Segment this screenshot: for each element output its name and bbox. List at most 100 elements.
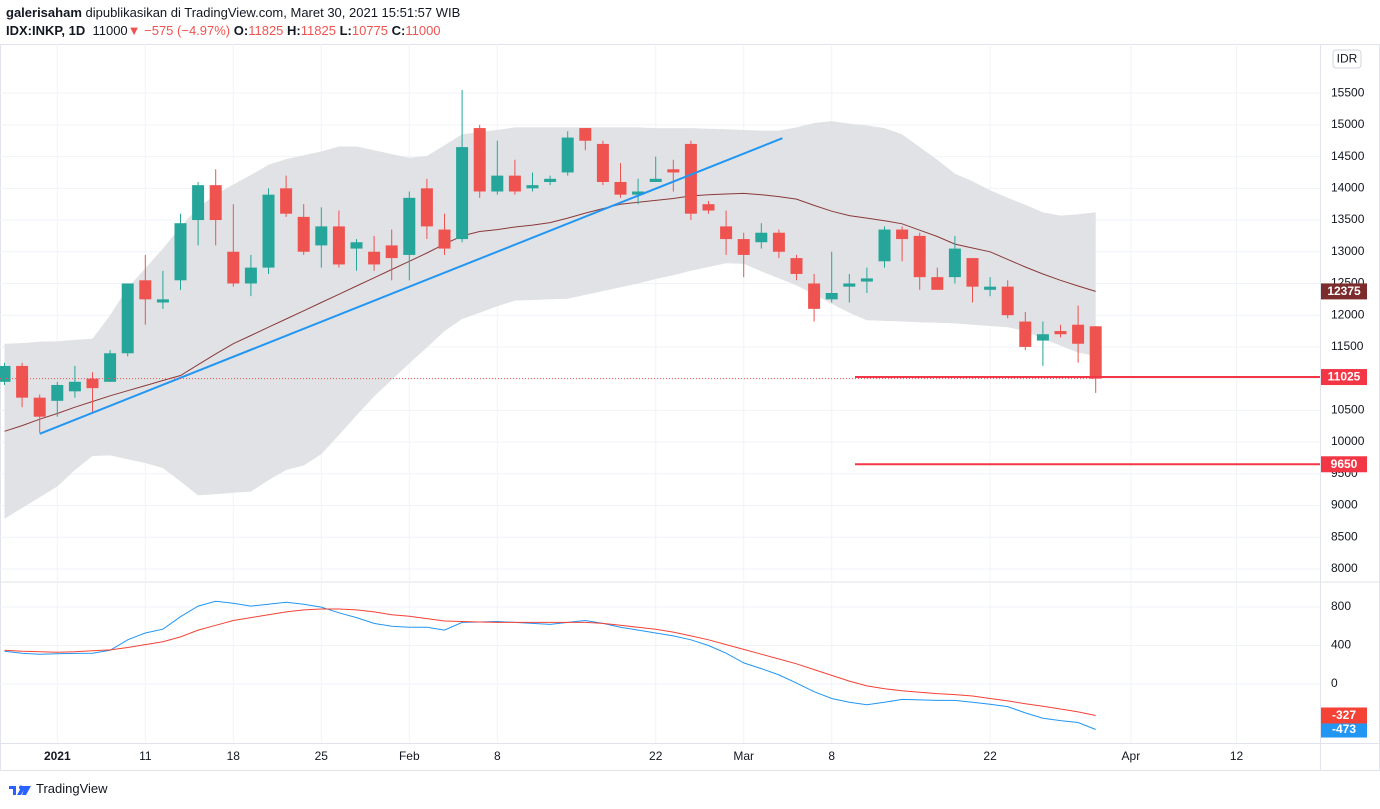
candle-body: [156, 299, 169, 303]
candle-body: [1019, 321, 1032, 347]
x-tick-label: 18: [227, 749, 241, 763]
x-tick-label: 22: [983, 749, 997, 763]
candle-body: [473, 128, 486, 192]
candle-body: [297, 216, 310, 252]
price-tag-bg: [1321, 707, 1367, 724]
x-tick-label: Apr: [1122, 749, 1141, 763]
candle-body: [737, 239, 750, 255]
x-tick-label: 8: [828, 749, 835, 763]
candle-body: [491, 175, 504, 192]
candle-body: [1054, 331, 1067, 335]
candle-body: [579, 128, 592, 141]
c-label: C:: [391, 23, 406, 38]
y-tick-label: 10000: [1331, 434, 1365, 448]
symbol: IDX:INKP, 1D: [6, 23, 86, 38]
candle-body: [755, 232, 768, 243]
y-tick-label: 15500: [1331, 85, 1365, 99]
price-tag: -327: [1332, 708, 1356, 722]
last-price: 11000: [92, 23, 128, 38]
candle-body: [68, 381, 81, 392]
y-tick-label: 0: [1331, 676, 1338, 690]
candle-body: [438, 229, 451, 249]
candle-body: [1036, 334, 1049, 341]
currency-box[interactable]: [1332, 49, 1362, 69]
candle-body: [913, 235, 926, 278]
currency: IDR: [1337, 52, 1358, 66]
price-tag: 11025: [1328, 370, 1361, 384]
candle-body: [508, 175, 521, 192]
y-tick-label: 14000: [1331, 180, 1365, 194]
x-tick-label: 25: [315, 749, 329, 763]
candle-body: [1089, 326, 1102, 379]
candle-body: [860, 278, 873, 282]
x-tick-label: 22: [649, 749, 663, 763]
candle-body: [931, 277, 944, 290]
candle-body: [456, 147, 469, 240]
candle-body: [1072, 324, 1085, 344]
y-tick-label: 10500: [1331, 403, 1365, 417]
brand-name: TradingView: [36, 781, 108, 796]
price-tag-bg: [1321, 369, 1367, 386]
candle-body: [878, 229, 891, 262]
candle-body: [192, 185, 205, 221]
symbol-line: IDX:INKP, 1D 11000▼ −575 (−4.97%) O:1182…: [6, 22, 460, 40]
price-tag-bg: [1321, 283, 1367, 300]
candle-body: [227, 251, 240, 284]
l-label: L:: [339, 23, 352, 38]
y-tick-label: 13500: [1331, 212, 1365, 226]
candle-body: [544, 178, 557, 182]
candle-body: [702, 204, 715, 211]
candle-body: [948, 248, 961, 278]
candle-body: [0, 365, 11, 382]
l-value: 10775: [351, 23, 388, 38]
candle-body: [403, 197, 416, 255]
candle-body: [720, 226, 733, 240]
o-label: O:: [233, 23, 249, 38]
candle-body: [350, 242, 363, 249]
y-tick-label: 8500: [1331, 529, 1358, 543]
y-tick-label: 15000: [1331, 117, 1365, 131]
candle-body: [843, 283, 856, 287]
candle-body: [174, 223, 187, 281]
candle-body: [790, 258, 803, 274]
macd-pane: [0, 583, 1320, 743]
y-tick-label: 800: [1331, 599, 1351, 613]
y-tick-label: 8000: [1331, 561, 1358, 575]
candle-body: [209, 185, 222, 221]
candle-body: [596, 143, 609, 182]
candle-body: [614, 181, 627, 195]
x-tick-label: 8: [494, 749, 501, 763]
candle-body: [649, 178, 662, 182]
candle-body: [684, 143, 697, 214]
y-tick-label: 9000: [1331, 498, 1358, 512]
candle-body: [332, 226, 345, 265]
candle-body: [966, 258, 979, 287]
x-tick-label: Mar: [733, 749, 754, 763]
candle-body: [420, 188, 433, 227]
candle-body: [33, 397, 46, 417]
x-tick-label: 11: [139, 749, 152, 763]
candle-body: [262, 194, 275, 268]
candle-body: [121, 283, 134, 354]
x-tick-label: 12: [1230, 749, 1244, 763]
candle-body: [51, 384, 64, 401]
candle-body: [561, 137, 574, 173]
candle-body: [385, 245, 398, 259]
y-tick-label: 13000: [1331, 244, 1365, 258]
candle-body: [808, 283, 821, 309]
trend-line: [39, 137, 783, 435]
candle-body: [1001, 286, 1014, 316]
c-value: 11000: [405, 23, 441, 38]
x-tick-label: 2021: [44, 749, 71, 763]
y-tick-label: 14500: [1331, 149, 1365, 163]
candle-body: [16, 365, 29, 398]
author: galerisaham: [6, 5, 82, 20]
candle-body: [632, 191, 645, 195]
brand[interactable]: TradingView: [8, 781, 108, 796]
legend: galerisaham dipublikasikan di TradingVie…: [6, 4, 460, 40]
candle-body: [315, 226, 328, 246]
publish-line: galerisaham dipublikasikan di TradingVie…: [6, 4, 460, 22]
price-tag-bg: [1321, 721, 1367, 738]
